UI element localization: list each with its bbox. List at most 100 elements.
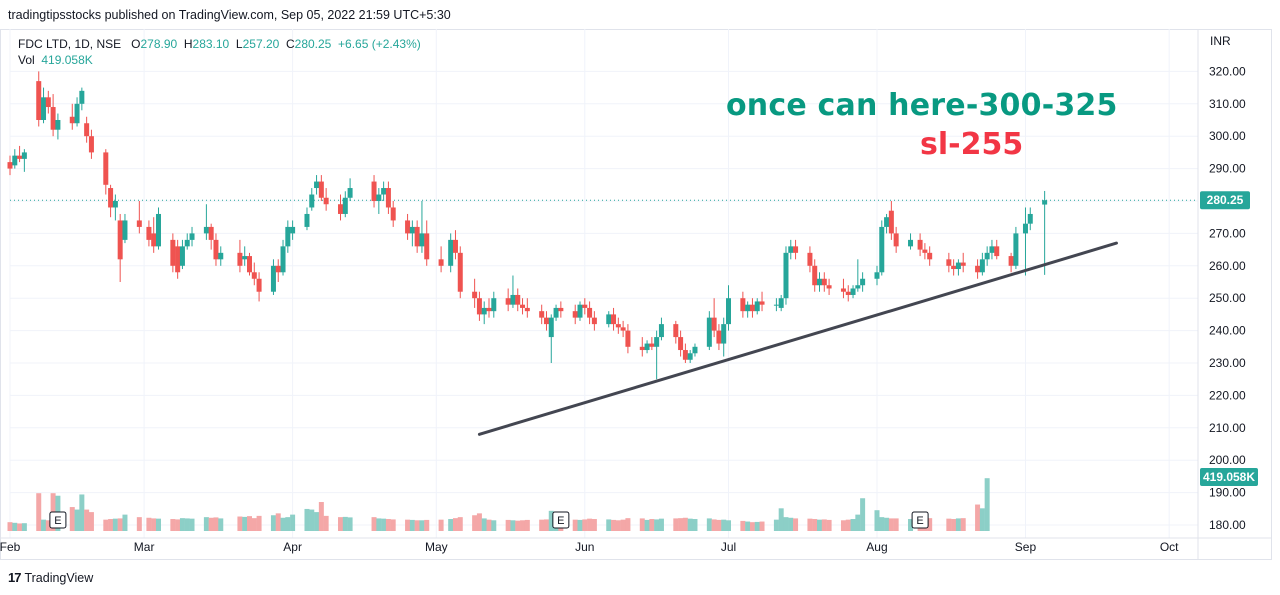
candle-body bbox=[773, 304, 779, 306]
candle-body bbox=[318, 181, 324, 198]
candle-body bbox=[706, 317, 712, 347]
candle-body bbox=[817, 278, 823, 286]
volume-bar bbox=[84, 509, 90, 531]
candle-body bbox=[309, 194, 315, 208]
candle-body bbox=[136, 220, 142, 227]
volume-bar bbox=[146, 517, 152, 531]
candle-body bbox=[304, 213, 310, 227]
volume-bar bbox=[136, 517, 142, 531]
volume-bar bbox=[175, 519, 181, 531]
candle-body bbox=[1013, 233, 1019, 266]
volume-bar bbox=[304, 508, 310, 531]
volume-bar bbox=[170, 519, 176, 531]
candle-body bbox=[208, 226, 214, 240]
volume-bar bbox=[884, 517, 890, 531]
earnings-marker-label: E bbox=[557, 515, 564, 527]
volume-bar bbox=[726, 520, 731, 531]
volume-bar bbox=[893, 518, 899, 531]
stoploss-annotation[interactable]: sl-255 bbox=[920, 127, 1024, 162]
open-label: O bbox=[131, 37, 141, 51]
volume-bar bbox=[951, 519, 957, 531]
candle-body bbox=[7, 162, 13, 169]
volume-bar bbox=[457, 517, 463, 531]
volume-bar bbox=[745, 521, 751, 531]
candle-body bbox=[338, 204, 344, 214]
volume-bars bbox=[7, 478, 990, 531]
volume-bar bbox=[203, 517, 209, 531]
symbol-label[interactable]: FDC LTD, 1D, NSE bbox=[18, 37, 122, 51]
candle-body bbox=[117, 220, 123, 260]
volume-bar bbox=[385, 519, 391, 531]
candle-body bbox=[553, 307, 559, 318]
open-value: 278.90 bbox=[140, 37, 178, 51]
volume-bar bbox=[491, 520, 497, 531]
candle-body bbox=[893, 233, 899, 247]
volume-bar bbox=[256, 515, 262, 531]
volume-bar bbox=[749, 522, 755, 531]
candle-body bbox=[515, 294, 521, 305]
volume-bar bbox=[438, 519, 444, 531]
volume-bar bbox=[644, 519, 650, 531]
footer[interactable]: 17 TradingView bbox=[8, 570, 93, 585]
candle-body bbox=[726, 298, 731, 325]
volume-bar bbox=[112, 518, 118, 531]
volume-bar bbox=[826, 519, 832, 531]
volume-bar bbox=[184, 518, 190, 531]
candle-body bbox=[17, 155, 23, 159]
volume-bar bbox=[179, 518, 185, 531]
candle-body bbox=[855, 285, 861, 289]
volume-bar bbox=[606, 519, 612, 531]
volume-bar bbox=[960, 518, 966, 531]
candle-body bbox=[74, 103, 80, 124]
volume-bar bbox=[481, 518, 487, 531]
volume-bar bbox=[486, 519, 492, 531]
candle-body bbox=[457, 252, 463, 292]
candle-body bbox=[975, 265, 981, 273]
candle-body bbox=[812, 265, 818, 286]
last-volume-badge bbox=[1200, 468, 1258, 486]
candle-body bbox=[1042, 200, 1048, 205]
volume-bar bbox=[69, 507, 75, 531]
volume-bar bbox=[151, 518, 157, 531]
candle-body bbox=[84, 123, 90, 137]
brand-name: TradingView bbox=[24, 570, 94, 585]
volume-bar bbox=[821, 519, 827, 531]
candle-body bbox=[860, 278, 866, 286]
volume-bar bbox=[314, 512, 320, 531]
volume-bar bbox=[611, 519, 617, 531]
low-label: L bbox=[235, 37, 243, 51]
volume-bar bbox=[658, 518, 664, 531]
candle-body bbox=[347, 188, 353, 198]
volume-bar bbox=[21, 523, 27, 531]
y-tick-label: 180.00 bbox=[1209, 518, 1246, 532]
candle-body bbox=[452, 239, 458, 253]
candle-body bbox=[151, 233, 157, 247]
candle-body bbox=[793, 246, 799, 253]
y-tick-label: 300.00 bbox=[1209, 129, 1246, 143]
volume-bar bbox=[874, 510, 880, 531]
candle-body bbox=[505, 298, 511, 305]
volume-bar bbox=[860, 498, 866, 531]
volume-bar bbox=[788, 517, 794, 531]
volume-bar bbox=[740, 520, 746, 531]
candle-body bbox=[256, 278, 262, 292]
candle-body bbox=[237, 252, 243, 266]
candle-body bbox=[481, 307, 487, 315]
candle-body bbox=[419, 233, 425, 247]
candle-body bbox=[314, 181, 320, 189]
x-tick-label: Feb bbox=[0, 540, 21, 554]
candle-body bbox=[247, 256, 252, 273]
volume-bar bbox=[845, 519, 851, 531]
candle-body bbox=[740, 298, 746, 312]
candle-body bbox=[520, 304, 526, 308]
candle-body bbox=[946, 259, 952, 266]
candle-body bbox=[189, 233, 195, 240]
target-annotation[interactable]: once can here-300-325 bbox=[726, 88, 1118, 123]
candle-body bbox=[170, 239, 176, 266]
y-tick-label: 290.00 bbox=[1209, 162, 1246, 176]
candle-body bbox=[845, 291, 851, 295]
candle-body bbox=[644, 343, 650, 351]
volume-bar bbox=[673, 518, 679, 531]
volume-bar bbox=[347, 517, 353, 531]
